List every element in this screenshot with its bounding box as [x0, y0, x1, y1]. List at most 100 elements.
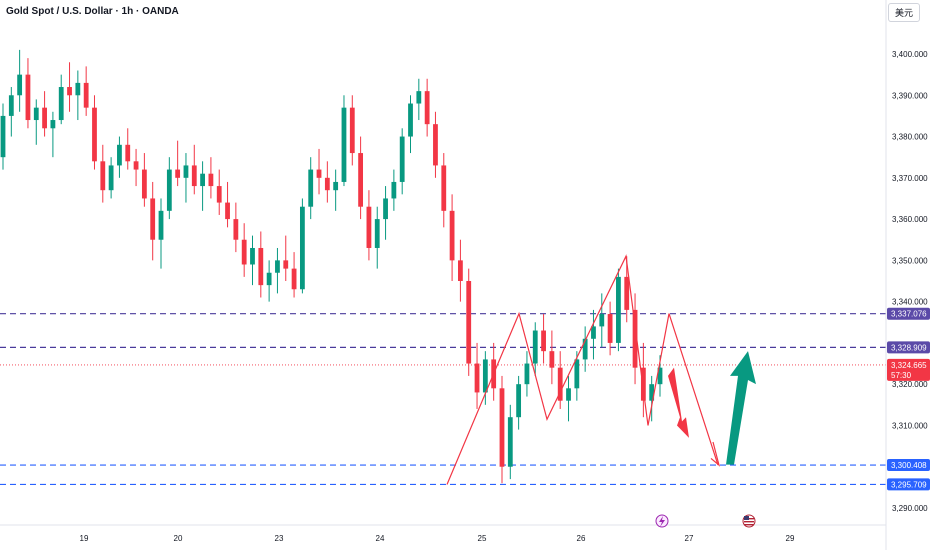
flag-canton	[744, 516, 749, 520]
candle-body	[225, 202, 230, 220]
price-tick-label: 3,390.000	[892, 91, 928, 100]
candle-body	[374, 219, 380, 248]
price-tick-label: 3,370.000	[892, 174, 928, 183]
candle-body	[582, 338, 588, 360]
projection-line[interactable]	[647, 313, 719, 466]
chart-title: Gold Spot / U.S. Dollar · 1h · OANDA	[6, 6, 179, 17]
candle-body	[50, 120, 56, 129]
candle-body	[175, 169, 181, 178]
candle-body	[424, 91, 430, 125]
candle-body	[17, 74, 23, 96]
candle-body	[532, 330, 538, 364]
candle-body	[341, 107, 347, 182]
candle-body	[258, 247, 264, 286]
candle-body	[141, 169, 147, 199]
time-tick-label: 24	[376, 534, 385, 543]
candle-body	[524, 363, 530, 385]
currency-selector[interactable]: 美元	[888, 3, 920, 22]
candle-body	[33, 107, 39, 121]
candle-body	[158, 210, 164, 240]
price-tick-label: 3,360.000	[892, 215, 928, 224]
candle-body	[566, 388, 571, 401]
price-badges: 3,337.076 3,328.909 3,300.408 3,295.709 3,32…	[887, 307, 930, 491]
level-badge-2[interactable]	[887, 459, 930, 472]
candle-body	[117, 144, 122, 166]
down-arrow-icon[interactable]	[668, 367, 689, 438]
candle-body	[283, 260, 289, 269]
candle-body	[441, 165, 447, 211]
candle-body	[649, 384, 655, 401]
price-axis[interactable]: 3,290.000 3,310.000 3,320.000 3,340.000 3,35…	[892, 50, 928, 513]
level-badge-label: 3,337.076	[891, 310, 927, 319]
time-tick-label: 19	[80, 534, 89, 543]
candle-body	[125, 144, 131, 162]
time-axis[interactable]: 19 20 23 24 25 26 27 29	[80, 534, 795, 543]
candle-body	[108, 165, 114, 191]
level-badge-label: 3,300.408	[891, 461, 927, 470]
candle-body	[349, 107, 355, 154]
candle-body	[383, 198, 388, 220]
projection-arrowhead	[710, 441, 721, 467]
candle-body	[100, 161, 106, 191]
candle-body	[25, 74, 31, 121]
candle-body	[67, 87, 72, 96]
candle-body	[266, 272, 272, 286]
candle-body	[449, 210, 455, 261]
level-badge-0[interactable]	[887, 307, 930, 320]
candle-body	[657, 367, 663, 385]
countdown-label: 57:30	[891, 371, 912, 380]
candle-body	[624, 276, 630, 310]
drawings	[446, 254, 756, 485]
candle-body	[42, 107, 47, 129]
up-arrow-icon[interactable]	[726, 351, 756, 465]
candle-body	[482, 359, 488, 393]
candle-body	[92, 107, 97, 162]
candles	[0, 49, 663, 484]
level-badge-3[interactable]	[887, 478, 930, 491]
current-price-badge[interactable]	[887, 358, 930, 381]
candle-body	[507, 417, 513, 467]
candle-body	[291, 268, 297, 290]
time-tick-label: 29	[786, 534, 795, 543]
time-tick-label: 25	[478, 534, 487, 543]
candle-body	[416, 91, 422, 104]
candle-body	[408, 103, 413, 137]
candle-body	[133, 161, 139, 170]
price-tick-label: 3,320.000	[892, 380, 928, 389]
price-tick-label: 3,290.000	[892, 504, 928, 513]
candle-body	[549, 351, 555, 368]
candle-body	[324, 177, 330, 191]
candle-body	[466, 281, 472, 364]
level-badge-label: 3,295.709	[891, 480, 927, 489]
current-price-label: 3,324.665	[891, 361, 927, 370]
candle-body	[250, 247, 255, 265]
candle-body	[557, 367, 563, 401]
level-badge-label: 3,328.909	[891, 343, 927, 352]
price-tick-label: 3,350.000	[892, 256, 928, 265]
candle-body	[0, 115, 6, 158]
candle-body	[632, 309, 638, 368]
time-tick-label: 20	[174, 534, 183, 543]
event-icons	[655, 514, 756, 528]
candle-body	[166, 169, 172, 211]
candle-body	[275, 260, 280, 273]
price-tick-label: 3,310.000	[892, 421, 928, 430]
candle-body	[358, 153, 364, 207]
candle-body	[183, 165, 189, 178]
candle-body	[541, 330, 546, 352]
candle-body	[191, 165, 197, 187]
candle-body	[640, 367, 646, 401]
candle-body	[399, 136, 405, 182]
zigzag-pattern-line[interactable]	[446, 254, 649, 485]
candle-body	[8, 95, 14, 116]
candle-body	[200, 173, 205, 187]
candle-body	[607, 314, 613, 343]
level-badge-1[interactable]	[887, 341, 930, 354]
candle-body	[333, 181, 339, 191]
candle-body	[241, 239, 247, 265]
price-tick-label: 3,340.000	[892, 298, 928, 307]
time-tick-label: 27	[685, 534, 694, 543]
candle-body	[516, 384, 522, 418]
candle-body	[474, 363, 480, 393]
